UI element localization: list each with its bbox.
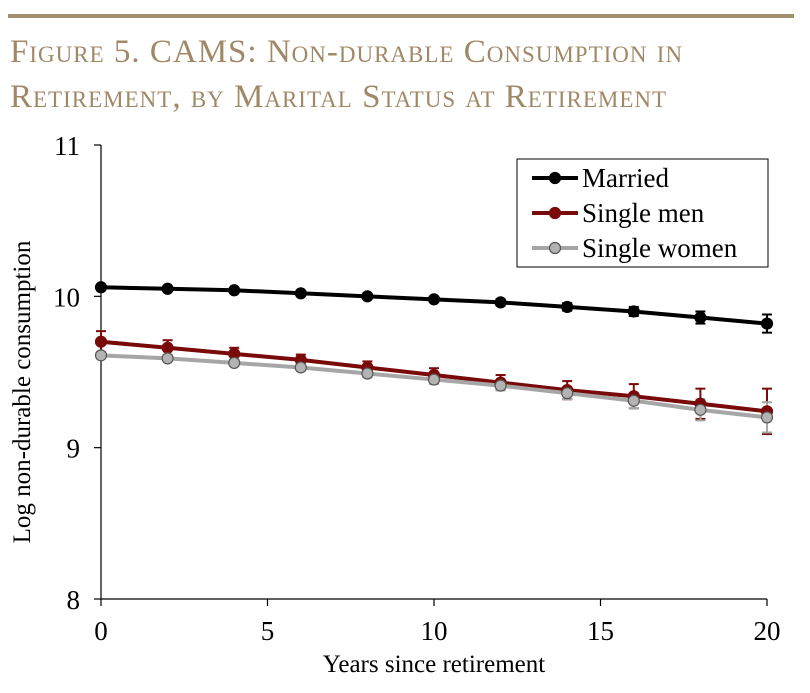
data-point — [561, 300, 574, 314]
figure-title-line-2: Retirement, by Marital Status at Retirem… — [10, 79, 668, 115]
y-axis-label: Log non-durable consumption — [9, 240, 36, 543]
data-point — [361, 290, 374, 303]
legend-marker — [548, 206, 562, 220]
data-point — [228, 284, 241, 297]
legend-label: Single men — [582, 198, 705, 228]
data-point — [161, 352, 174, 365]
x-tick-label: 10 — [421, 616, 448, 646]
x-axis-label: Years since retirement — [323, 651, 545, 678]
data-point — [561, 387, 574, 400]
figure-title: Figure 5. CAMS: Non-durable Consumption … — [10, 30, 800, 120]
chart-axes: 8 9 10 11 0 5 10 15 20 — [53, 131, 781, 646]
y-tick-label: 11 — [54, 131, 80, 161]
data-point — [94, 349, 108, 362]
legend: Married Single men Single women — [516, 158, 769, 268]
title-rule — [8, 14, 794, 18]
data-point — [627, 394, 640, 407]
data-point — [94, 281, 108, 294]
x-tick-label: 0 — [94, 616, 108, 646]
data-point — [494, 379, 507, 392]
data-point — [94, 335, 108, 348]
legend-label: Single women — [582, 233, 738, 263]
data-point — [228, 356, 241, 370]
data-point — [427, 373, 441, 386]
series-lines — [100, 285, 768, 420]
figure-title-line-1: Figure 5. CAMS: Non-durable Consumption … — [10, 34, 684, 70]
y-tick-label: 8 — [67, 585, 81, 615]
data-point — [694, 403, 707, 416]
x-tick-label: 15 — [587, 616, 614, 646]
data-point — [627, 305, 640, 318]
series-line — [100, 353, 768, 420]
legend-label: Married — [582, 163, 669, 193]
data-point — [161, 282, 174, 295]
legend-marker — [548, 241, 562, 255]
data-point — [361, 367, 374, 380]
y-tick-label: 9 — [67, 434, 81, 464]
data-point — [161, 341, 174, 354]
data-point — [427, 293, 441, 306]
series-markers — [94, 281, 774, 424]
data-point — [294, 287, 307, 300]
data-point — [694, 311, 707, 324]
x-tick-label: 20 — [754, 616, 781, 646]
legend-marker — [548, 171, 562, 185]
data-point — [494, 296, 507, 309]
x-tick-label: 5 — [261, 616, 275, 646]
y-tick-label: 10 — [53, 282, 80, 312]
data-point — [760, 411, 774, 424]
data-point — [760, 317, 774, 330]
data-point — [294, 361, 307, 374]
